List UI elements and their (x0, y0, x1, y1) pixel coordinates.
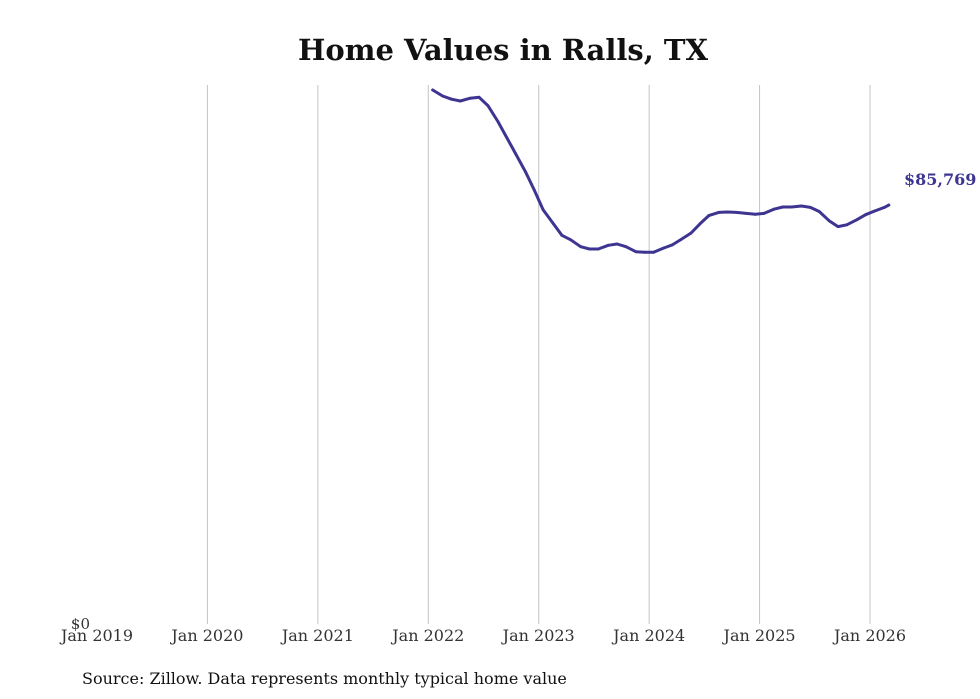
x-tick-label-2022: Jan 2022 (390, 626, 464, 645)
data-point (800, 204, 803, 208)
data-point (809, 206, 812, 209)
data-point (606, 243, 610, 247)
data-point (468, 96, 472, 100)
data-point (887, 203, 891, 207)
chart-title: Home Values in Ralls, TX (298, 33, 708, 67)
x-tick-label-2020: Jan 2020 (169, 626, 243, 645)
data-point (596, 247, 600, 251)
data-point (817, 210, 821, 213)
data-point (698, 222, 702, 226)
data-point (551, 222, 555, 225)
data-point (486, 104, 490, 107)
data-point (652, 250, 655, 254)
data-point (717, 211, 721, 214)
data-point (883, 206, 886, 209)
x-tick-label-2019: Jan 2019 (59, 626, 133, 645)
x-tick-label-2024: Jan 2024 (611, 626, 685, 645)
data-point (431, 88, 435, 92)
x-axis-ticks: Jan 2019 Jan 2020 Jan 2021 Jan 2022 Jan 2023… (59, 626, 906, 645)
data-point (679, 238, 683, 241)
data-point (873, 209, 876, 213)
data-point (450, 97, 453, 101)
data-point (615, 242, 619, 246)
data-point (670, 243, 674, 247)
data-point (441, 94, 444, 98)
data-point (624, 245, 628, 249)
data-point (744, 212, 748, 215)
x-tick-label-2025: Jan 2025 (722, 626, 796, 645)
data-point (845, 223, 849, 227)
series-points (431, 88, 891, 254)
data-point (662, 246, 665, 250)
data-point (864, 213, 867, 217)
x-tick-label-2021: Jan 2021 (280, 626, 354, 645)
end-value-label: $85,769 (904, 170, 976, 189)
data-point (541, 208, 545, 212)
data-point (505, 136, 509, 139)
data-point (855, 218, 859, 222)
x-tick-label-2023: Jan 2023 (501, 626, 575, 645)
data-point (560, 233, 564, 237)
data-point (762, 212, 766, 215)
data-point (524, 170, 527, 174)
data-point (790, 205, 793, 209)
data-point (514, 152, 517, 155)
data-point (643, 250, 647, 254)
data-point (753, 212, 757, 216)
data-point (477, 95, 481, 99)
data-point (836, 225, 840, 229)
x-tick-label-2026: Jan 2026 (832, 626, 906, 645)
data-point (532, 188, 536, 192)
source-note: Source: Zillow. Data represents monthly … (82, 669, 567, 688)
data-point (634, 250, 638, 254)
y-tick-label: $0 (71, 615, 90, 633)
data-point (781, 205, 785, 209)
series-line (431, 88, 891, 254)
data-point (735, 211, 738, 214)
data-point (569, 238, 573, 242)
data-point (458, 99, 462, 103)
data-point (588, 247, 591, 251)
data-point (772, 207, 776, 211)
data-point (689, 231, 693, 235)
data-point (496, 120, 500, 123)
data-point (827, 219, 831, 223)
data-point (707, 214, 711, 218)
gridlines (206, 85, 871, 624)
data-point (579, 245, 583, 249)
data-point (726, 210, 729, 214)
